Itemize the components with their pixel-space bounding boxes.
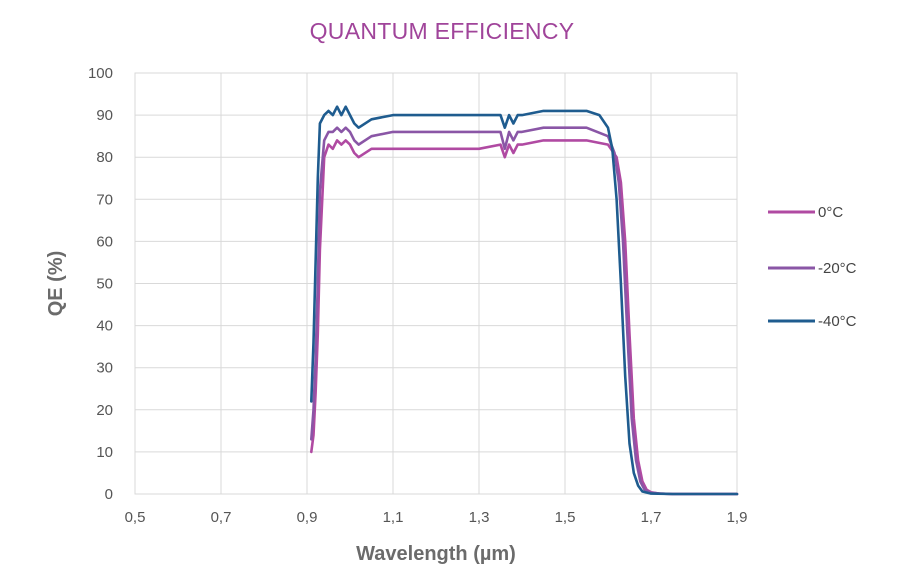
y-tick-label: 90 bbox=[96, 107, 113, 124]
x-tick-label: 0,9 bbox=[297, 509, 318, 526]
y-tick-label: 40 bbox=[96, 318, 113, 335]
chart-title: QUANTUM EFFICIENCY bbox=[309, 18, 575, 44]
series-line--40°C bbox=[309, 105, 739, 496]
x-tick-label: 1,3 bbox=[469, 509, 490, 526]
y-tick-label: 60 bbox=[96, 233, 113, 250]
x-tick-label: 1,1 bbox=[383, 509, 404, 526]
y-tick-label: 70 bbox=[96, 191, 113, 208]
x-tick-label: 0,7 bbox=[211, 509, 232, 526]
y-tick-label: 100 bbox=[88, 65, 113, 82]
y-tick-label: 10 bbox=[96, 444, 113, 461]
legend-label: -20°C bbox=[818, 260, 857, 277]
y-tick-label: 30 bbox=[96, 360, 113, 377]
y-tick-label: 20 bbox=[96, 402, 113, 419]
x-tick-label: 0,5 bbox=[125, 509, 146, 526]
x-axis-title: Wavelength (µm) bbox=[356, 543, 516, 565]
y-tick-label: 80 bbox=[96, 149, 113, 166]
legend-label: -40°C bbox=[818, 313, 857, 330]
series-line--20°C bbox=[309, 126, 739, 496]
y-tick-label: 50 bbox=[96, 276, 113, 293]
series-line-0°C bbox=[309, 139, 739, 496]
x-tick-label: 1,5 bbox=[555, 509, 576, 526]
x-tick-label: 1,7 bbox=[641, 509, 662, 526]
y-axis-title: QE (%) bbox=[45, 251, 67, 317]
y-tick-label: 0 bbox=[105, 486, 113, 503]
legend-label: 0°C bbox=[818, 204, 843, 221]
x-tick-label: 1,9 bbox=[727, 509, 748, 526]
